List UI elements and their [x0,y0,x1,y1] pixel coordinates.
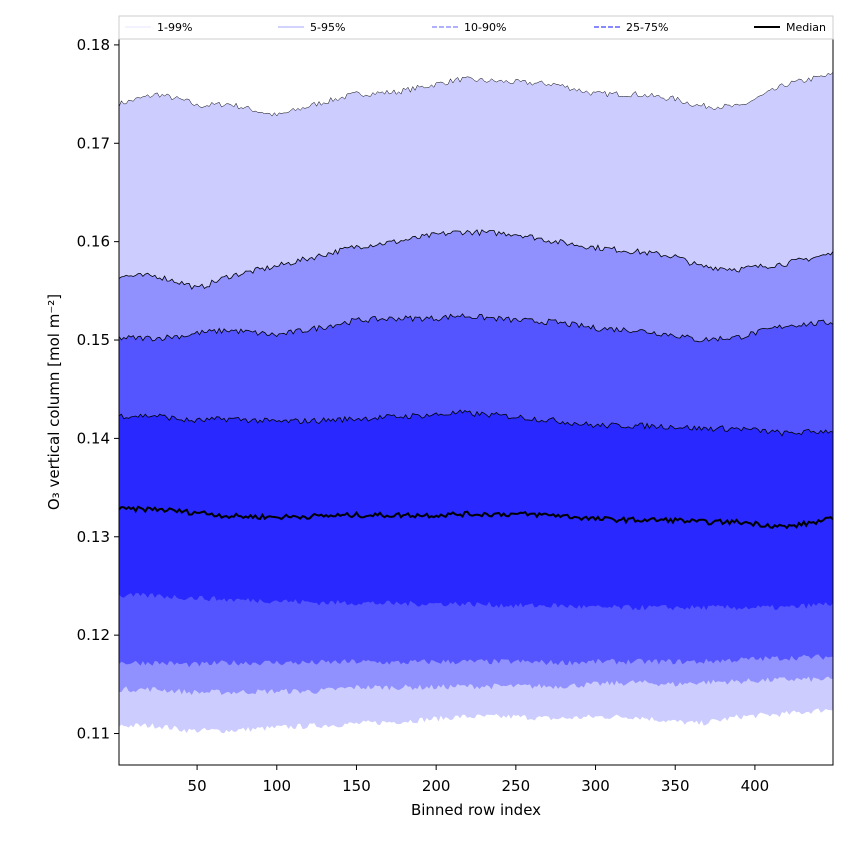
legend-label: 1-99% [157,21,192,34]
legend-label: 25-75% [626,21,668,34]
band-upper-edge-10-90 [119,313,833,343]
median-layer [119,505,833,530]
x-tick-label: 400 [741,777,770,795]
legend-frame [118,15,834,40]
y-tick-label: 0.13 [77,528,110,546]
legend-label: 10-90% [464,21,506,34]
x-tick-label: 250 [502,777,531,795]
y-tick-label: 0.12 [77,626,110,644]
x-axis-label: Binned row index [411,801,541,819]
band-upper-edge-5-95 [119,229,833,290]
y-tick-label: 0.15 [77,331,110,349]
x-tick-label: 50 [188,777,207,795]
y-axis-label: O₃ vertical column [mol m⁻²] [45,294,63,510]
legend: 1-99% 5-95% 10-90% 25-75% Median [118,15,834,40]
x-tick-label: 350 [661,777,690,795]
legend-label: Median [786,21,826,34]
y-tick-label: 0.18 [77,36,110,54]
band-25-75 [119,410,833,611]
bands-layer [119,72,833,734]
band-upper-edge-25-75 [119,409,833,437]
x-tick-label: 300 [581,777,610,795]
legend-label: 5-95% [310,21,345,34]
x-tick-label: 150 [342,777,371,795]
legend-item-10-90: 10-90% [432,21,506,34]
y-tick-label: 0.14 [77,429,110,447]
median-line [119,505,833,530]
y-tick-label: 0.11 [77,725,110,743]
legend-item-5-95: 5-95% [278,21,345,34]
legend-item-25-75: 25-75% [594,21,668,34]
x-tick-label: 200 [422,777,451,795]
y-tick-label: 0.17 [77,134,110,152]
legend-item-1-99: 1-99% [125,21,192,34]
x-tick-label: 100 [262,777,291,795]
y-tick-label: 0.16 [77,233,110,251]
y-axis-ticks: 0.11 0.12 0.13 0.14 0.15 0.16 0.17 0.18 [77,36,119,743]
legend-item-median: Median [754,21,826,34]
band-upper-edge-1-99 [119,72,833,117]
x-axis-ticks: 50 100 150 200 250 300 350 400 [188,765,770,795]
